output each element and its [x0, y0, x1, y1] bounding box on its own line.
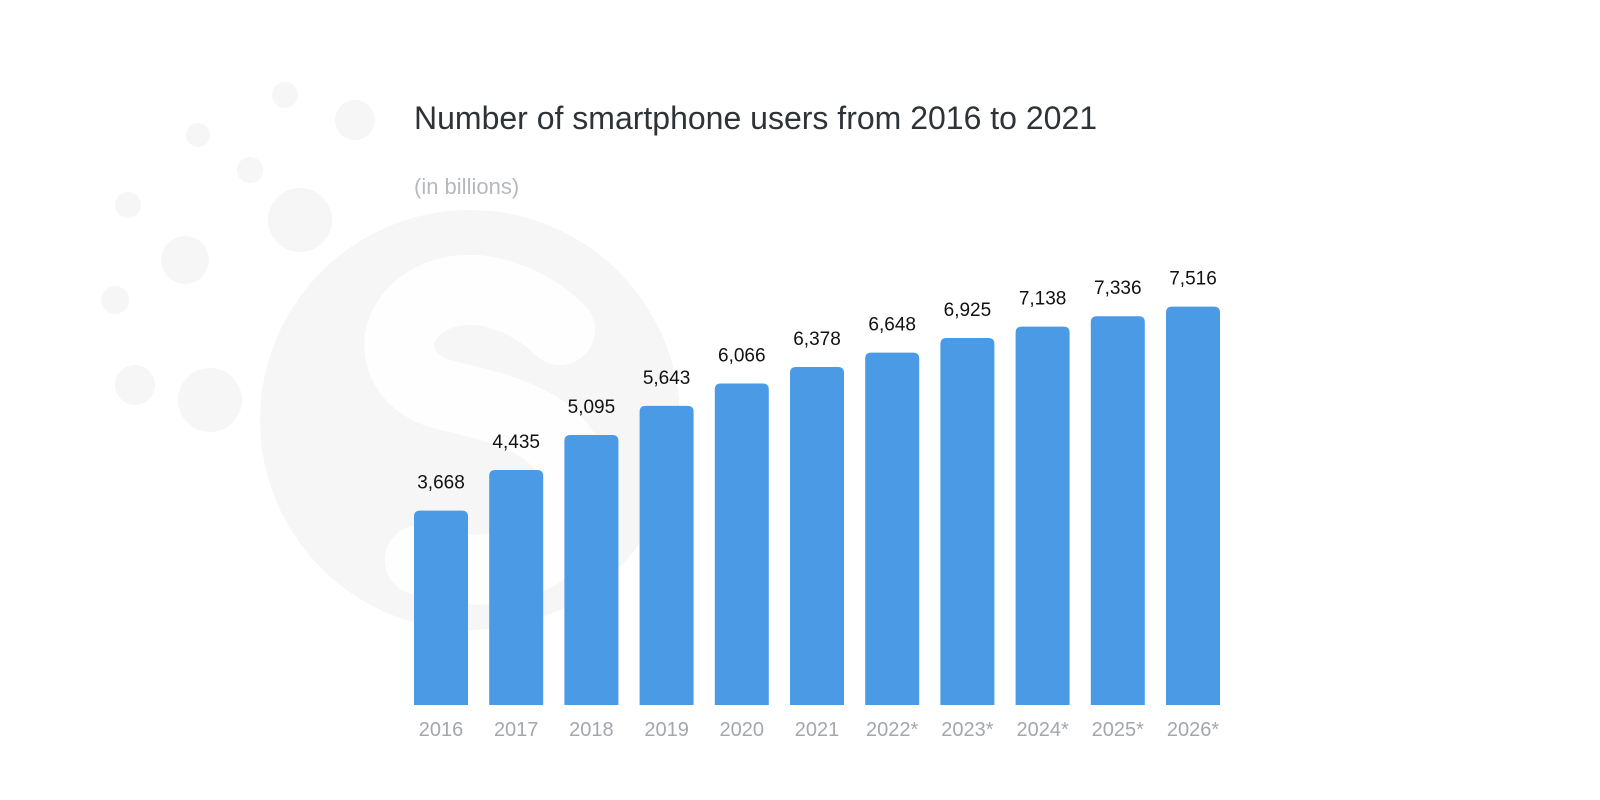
bar-value-label: 3,668	[417, 473, 465, 494]
x-tick-label: 2020	[720, 719, 765, 741]
x-tick-label: 2021	[795, 719, 840, 741]
bar-2025-forecast[interactable]	[1090, 316, 1145, 705]
bar-value-label: 7,336	[1094, 278, 1142, 299]
bar-2024-forecast[interactable]	[1015, 326, 1070, 705]
bar-2016[interactable]	[414, 510, 468, 705]
bar-value-label: 6,648	[868, 315, 916, 336]
bar-value-label: 6,378	[793, 329, 841, 350]
bar-2021[interactable]	[790, 366, 844, 705]
x-tick-label: 2024*	[1016, 719, 1068, 741]
x-tick-label: 2019	[644, 719, 689, 741]
bar-2022-forecast[interactable]	[865, 352, 920, 705]
bar-2026-forecast[interactable]	[1166, 306, 1220, 705]
chart-title: Number of smartphone users from 2016 to …	[414, 100, 1098, 136]
bar-value-label: 4,435	[492, 432, 540, 453]
value-labels-group: 3,668 4,435 5,095 5,643 6,066 6,378 6,648 6,925…	[417, 269, 1217, 494]
bars-group	[414, 306, 1220, 705]
bar-value-label: 6,925	[944, 300, 992, 321]
bar-value-label: 5,095	[568, 397, 616, 418]
x-tick-labels-group: 2016 2017 2018 2019 2020 2021 2022* 2023* 2024* 2…	[419, 719, 1220, 741]
bar-2018[interactable]	[564, 434, 619, 705]
bar-value-label: 7,516	[1169, 269, 1217, 290]
x-tick-label: 2026*	[1167, 719, 1219, 741]
bar-value-label: 7,138	[1019, 289, 1067, 310]
bar-2017[interactable]	[489, 469, 544, 705]
bar-2019[interactable]	[639, 405, 694, 705]
chart-subtitle: (in billions)	[414, 174, 520, 199]
bar-value-label: 5,643	[643, 368, 691, 389]
bar-2020[interactable]	[714, 383, 769, 705]
x-tick-label: 2023*	[941, 719, 993, 741]
x-tick-label: 2025*	[1092, 719, 1144, 741]
x-tick-label: 2018	[569, 719, 614, 741]
x-tick-label: 2016	[419, 719, 464, 741]
bar-2023-forecast[interactable]	[940, 337, 995, 705]
bar-value-label: 6,066	[718, 346, 766, 367]
x-tick-label: 2017	[494, 719, 539, 741]
x-tick-label: 2022*	[866, 719, 918, 741]
